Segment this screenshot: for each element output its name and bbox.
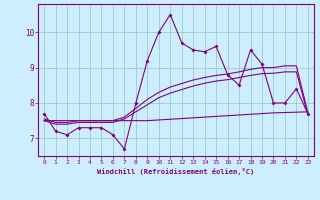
X-axis label: Windchill (Refroidissement éolien,°C): Windchill (Refroidissement éolien,°C): [97, 168, 255, 175]
